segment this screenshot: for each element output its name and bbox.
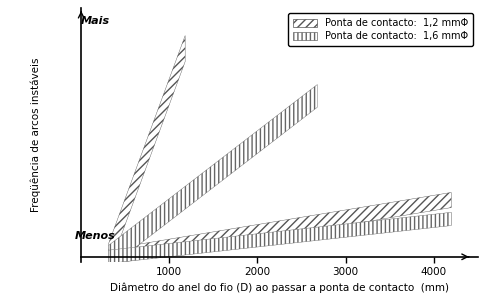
- Text: Freqüência de arcos instáveis: Freqüência de arcos instáveis: [30, 58, 41, 212]
- Polygon shape: [108, 212, 451, 263]
- X-axis label: Diâmetro do anel do fio (D) ao passar a ponta de contacto  (mm): Diâmetro do anel do fio (D) ao passar a …: [110, 283, 449, 293]
- Polygon shape: [108, 36, 185, 270]
- Polygon shape: [108, 85, 317, 268]
- Text: Menos: Menos: [75, 231, 116, 241]
- Text: Mais: Mais: [81, 16, 110, 26]
- Legend: Ponta de contacto:  1,2 mmΦ, Ponta de contacto:  1,6 mmΦ: Ponta de contacto: 1,2 mmΦ, Ponta de con…: [288, 13, 473, 46]
- Polygon shape: [108, 192, 451, 264]
